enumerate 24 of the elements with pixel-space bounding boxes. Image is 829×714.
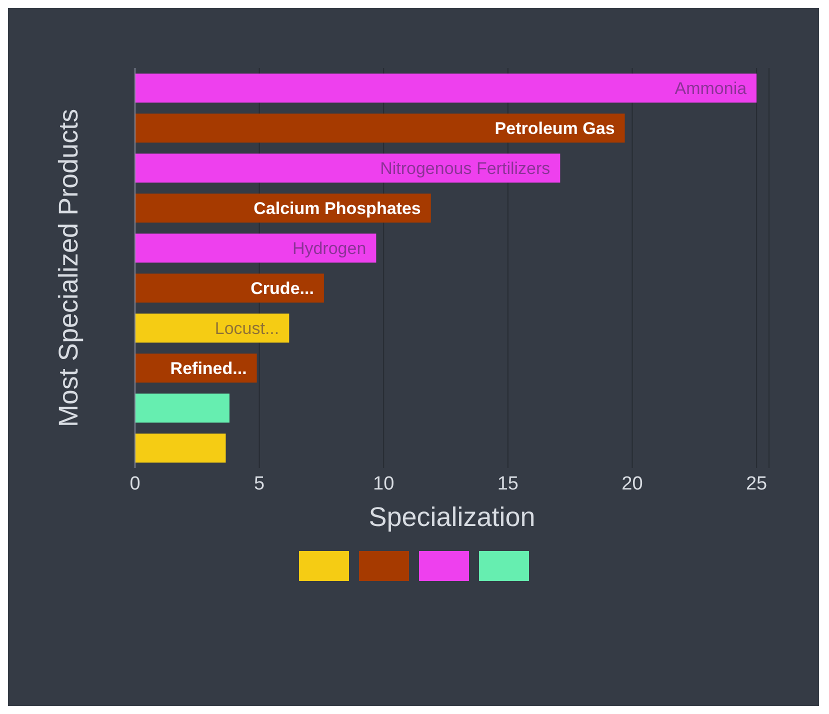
y-tick-label: Ammonia bbox=[674, 79, 748, 98]
bar bbox=[135, 314, 290, 343]
y-tick-label: Nitrogenous Fertilizers bbox=[380, 159, 550, 178]
x-tick-label: 15 bbox=[497, 473, 519, 494]
x-tick-label: 0 bbox=[130, 473, 140, 494]
bar bbox=[135, 434, 226, 463]
y-tick-label: Petroleum Gas bbox=[494, 119, 615, 138]
y-tick-label: Calcium Phosphates bbox=[254, 199, 421, 218]
y-axis-title: Most Specialized Products bbox=[54, 108, 84, 428]
x-tick-label: 25 bbox=[746, 473, 768, 494]
x-tick-label: 20 bbox=[622, 473, 643, 494]
bar bbox=[135, 274, 324, 303]
y-tick-label: Crude... bbox=[250, 279, 314, 298]
y-tick-label: Hydrogen bbox=[292, 239, 366, 258]
bar bbox=[135, 114, 625, 143]
bar bbox=[135, 394, 230, 423]
y-tick-label: Refined... bbox=[170, 359, 247, 378]
y-tick-label: Locust... bbox=[214, 319, 280, 338]
x-tick-label: 5 bbox=[254, 473, 265, 494]
bar bbox=[135, 234, 376, 263]
x-axis-title: Specialization bbox=[368, 502, 536, 532]
x-tick-label: 10 bbox=[373, 473, 394, 494]
bar bbox=[135, 74, 757, 103]
bar bbox=[135, 154, 560, 183]
